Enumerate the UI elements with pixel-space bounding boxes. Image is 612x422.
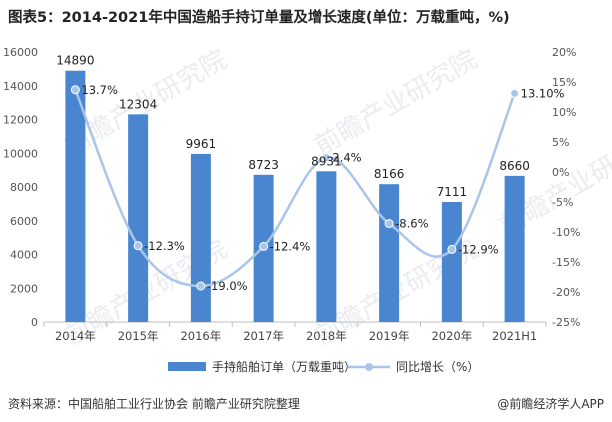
line-point xyxy=(259,241,269,251)
x-tick-label: 2020年 xyxy=(431,329,472,343)
bar-value-label: 7111 xyxy=(437,185,468,199)
line-point xyxy=(321,153,331,163)
bar xyxy=(190,153,211,322)
chart-title: 图表5：2014-2021年中国造船手持订单量及增长速度(单位：万载重吨，%) xyxy=(8,10,510,26)
left-tick-label: 0 xyxy=(31,316,38,329)
bar-value-label: 8166 xyxy=(374,167,405,181)
credit-note: @前瞻经济学人APP xyxy=(497,397,604,411)
x-tick-label: 2016年 xyxy=(180,329,221,343)
right-tick-label: -25% xyxy=(552,316,580,329)
bar xyxy=(65,70,86,322)
legend-bar-swatch xyxy=(168,362,206,371)
x-tick-label: 2017年 xyxy=(243,329,284,343)
right-tick-label: -10% xyxy=(552,226,580,239)
right-tick-label: 10% xyxy=(552,106,576,119)
bar-value-label: 8723 xyxy=(248,158,279,172)
left-tick-label: 4000 xyxy=(10,249,38,262)
right-tick-label: 20% xyxy=(552,46,576,59)
x-tick-label: 2018年 xyxy=(306,329,347,343)
source-note: 资料来源：中国船舶工业行业协会 前瞻产业研究院整理 xyxy=(8,397,300,411)
left-tick-label: 14000 xyxy=(3,80,38,93)
data-labels: 14890 12304 9961 8723 8931 8166 7111 8660 13.7% -… xyxy=(56,54,564,293)
right-tick-label: -20% xyxy=(552,286,580,299)
x-tick-label: 2014年 xyxy=(55,329,96,343)
line-value-label: -8.6% xyxy=(395,217,428,231)
line-value-label: -12.4% xyxy=(270,239,311,253)
bar xyxy=(379,184,400,322)
x-tick-label: 2019年 xyxy=(369,329,410,343)
line-value-label: -12.9% xyxy=(458,242,499,256)
right-tick-label: 0% xyxy=(552,166,569,179)
right-tick-label: 5% xyxy=(552,136,569,149)
legend: 手持船舶订单（万载重吨） 同比增长（%） xyxy=(168,359,479,374)
line-point xyxy=(133,241,143,251)
line-value-label: 13.7% xyxy=(81,83,118,97)
axes: 0 2000 4000 6000 8000 10000 12000 14000 16000 -25… xyxy=(3,46,580,343)
line-point xyxy=(70,85,80,95)
right-tick-label: 15% xyxy=(552,76,576,89)
bar-value-label: 14890 xyxy=(56,54,94,68)
bar xyxy=(316,171,337,322)
watermark-text: 前瞻产业研究院 xyxy=(310,45,483,162)
line-point xyxy=(510,88,520,98)
right-tick-label: -5% xyxy=(552,196,573,209)
bar xyxy=(128,114,149,323)
line-value-label: -12.3% xyxy=(144,239,185,253)
left-tick-label: 16000 xyxy=(3,46,38,59)
line-value-label: -19.0% xyxy=(207,279,248,293)
x-tick-label: 2021H1 xyxy=(492,329,537,343)
left-tick-label: 12000 xyxy=(3,114,38,127)
left-tick-label: 8000 xyxy=(10,181,38,194)
bar xyxy=(504,175,525,322)
legend-line-marker xyxy=(365,363,373,371)
bar xyxy=(441,202,462,322)
left-tick-label: 2000 xyxy=(10,282,38,295)
line-series xyxy=(70,85,520,291)
bar-value-label: 8660 xyxy=(499,159,530,173)
right-tick-label: -15% xyxy=(552,256,580,269)
line-value-label: 2.4% xyxy=(332,151,361,165)
line-point xyxy=(196,281,206,291)
bar-value-label: 9961 xyxy=(186,137,217,151)
legend-bar-label: 手持船舶订单（万载重吨） xyxy=(212,359,356,374)
x-tick-label: 2015年 xyxy=(118,329,159,343)
left-tick-label: 6000 xyxy=(10,215,38,228)
bar-value-label: 12304 xyxy=(119,97,157,111)
line-value-label: 13.10% xyxy=(521,86,565,100)
line-point xyxy=(384,219,394,229)
line-point xyxy=(447,244,457,254)
left-tick-label: 10000 xyxy=(3,147,38,160)
bar-value-label: 8931 xyxy=(311,154,342,168)
legend-line-label: 同比增长（%） xyxy=(396,360,479,374)
